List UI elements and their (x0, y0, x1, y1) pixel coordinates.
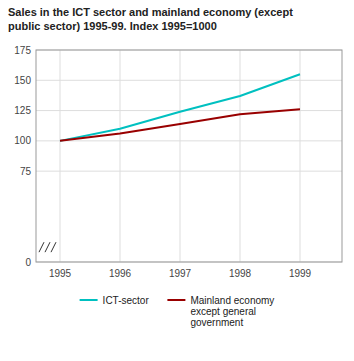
x-grid-line (120, 50, 121, 262)
chart: Sales in the ICT sector and mainland eco… (0, 0, 354, 361)
legend-item: ICT-sector (80, 295, 150, 306)
plot-frame (36, 50, 342, 262)
legend-label: Mainland economyexcept generalgovernment (190, 295, 274, 328)
x-tick-label: 1996 (109, 268, 132, 279)
axis-break-mark (45, 242, 50, 252)
legend-label: ICT-sector (103, 295, 150, 306)
axis-break-mark (39, 242, 44, 252)
lines (60, 74, 300, 141)
legend-label-line: except general (190, 306, 256, 317)
axis-break (39, 242, 56, 252)
title: public sector) 1995-99. Index 1995=1000 (8, 20, 217, 32)
legend-swatch (167, 299, 185, 301)
legend-label-line: government (190, 317, 243, 328)
axis-break-mark (51, 242, 56, 252)
title: Sales in the ICT sector and mainland eco… (8, 6, 293, 18)
legend-swatch (80, 299, 98, 301)
y-tick-label: 125 (14, 105, 31, 116)
x-grid-line (180, 50, 181, 262)
y-tick-label: 100 (14, 135, 31, 146)
y-tick-label: 175 (14, 45, 31, 56)
series-line (60, 109, 300, 141)
y-grid-line (36, 140, 342, 141)
x-tick-label: 1995 (49, 268, 72, 279)
y-tick-label: 150 (14, 75, 31, 86)
legend-item: Mainland economyexcept generalgovernment (167, 295, 274, 328)
x-tick-label: 1997 (169, 268, 192, 279)
x-grid-line (240, 50, 241, 262)
series-line (60, 74, 300, 141)
legend-label-line: ICT-sector (103, 295, 150, 306)
y-grid-line (36, 80, 342, 81)
x-grid-line (300, 50, 301, 262)
title-group: Sales in the ICT sector and mainland eco… (8, 6, 293, 32)
legend: ICT-sector Mainland economyexcept general… (80, 295, 275, 328)
grid (36, 50, 342, 262)
y-tick-label: 75 (20, 166, 32, 177)
x-tick-label: 1999 (289, 268, 312, 279)
x-grid-line (60, 50, 61, 262)
y-tick-label: 0 (25, 257, 31, 268)
legend-label-line: Mainland economy (190, 295, 274, 306)
y-grid-line (36, 171, 342, 172)
x-tick-label: 1998 (229, 268, 252, 279)
